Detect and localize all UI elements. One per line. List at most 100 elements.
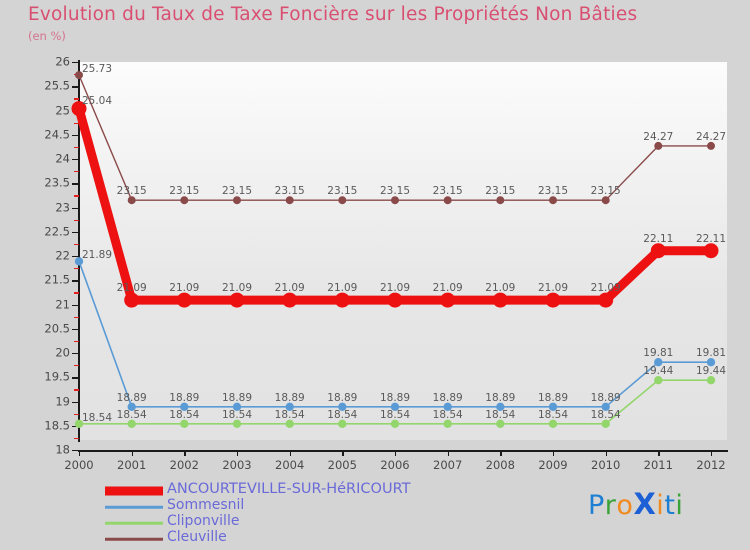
data-label: 18.89 bbox=[116, 391, 147, 404]
y-tick-label: 23.5 bbox=[44, 175, 70, 190]
data-label: 23.15 bbox=[537, 185, 569, 198]
x-tick-label: 2011 bbox=[643, 458, 673, 472]
data-label: 23.15 bbox=[485, 185, 516, 198]
y-minor-tick bbox=[74, 292, 79, 294]
data-label: 18.89 bbox=[327, 391, 358, 404]
data-label: 18.89 bbox=[221, 391, 253, 404]
y-tick-label: 26 bbox=[55, 54, 70, 69]
y-minor-tick bbox=[74, 437, 79, 440]
y-minor-tick bbox=[74, 243, 79, 246]
data-label: 18.89 bbox=[274, 391, 305, 404]
data-label: 18.89 bbox=[432, 391, 463, 404]
y-tick bbox=[72, 304, 79, 306]
x-tick-label: 2000 bbox=[64, 458, 94, 472]
y-tick bbox=[72, 183, 79, 185]
data-label: 21.09 bbox=[485, 282, 516, 295]
x-tick-label: 2009 bbox=[538, 458, 568, 472]
x-tick bbox=[342, 450, 344, 456]
logo-letter: P bbox=[588, 490, 605, 521]
page-title: Evolution du Taux de Taxe Foncière sur l… bbox=[28, 4, 638, 25]
data-label: 18.54 bbox=[81, 411, 113, 424]
logo-letter: X bbox=[633, 487, 657, 521]
y-tick bbox=[72, 328, 79, 331]
data-label: 22.11 bbox=[695, 232, 727, 245]
x-tick-label: 2001 bbox=[117, 458, 147, 472]
y-tick bbox=[72, 450, 79, 452]
y-tick bbox=[72, 62, 79, 64]
data-label: 18.54 bbox=[169, 408, 200, 421]
y-tick-label: 20.5 bbox=[44, 321, 70, 336]
logo-letter: i bbox=[675, 490, 684, 521]
unit-subtitle: (en %) bbox=[28, 29, 66, 43]
x-tick bbox=[658, 450, 660, 456]
x-tick bbox=[79, 450, 81, 456]
logo-letter: o bbox=[616, 490, 634, 521]
x-tick bbox=[605, 450, 608, 456]
x-tick bbox=[447, 450, 450, 456]
x-tick bbox=[711, 450, 713, 456]
y-tick bbox=[72, 159, 79, 161]
x-tick-label: 2003 bbox=[222, 458, 252, 472]
data-label: 23.15 bbox=[169, 185, 200, 198]
data-label: 18.89 bbox=[169, 391, 200, 404]
legend-swatch-icon bbox=[105, 537, 163, 541]
y-tick bbox=[72, 401, 79, 403]
y-minor-tick bbox=[74, 122, 79, 124]
data-label: 18.89 bbox=[590, 391, 621, 404]
y-tick-label: 20 bbox=[55, 345, 70, 360]
y-minor-tick bbox=[74, 413, 79, 415]
x-tick bbox=[237, 450, 239, 456]
y-tick bbox=[72, 231, 79, 234]
legend-swatch-icon bbox=[105, 521, 163, 525]
data-label: 21.09 bbox=[274, 282, 305, 295]
y-minor-tick bbox=[74, 268, 79, 270]
data-label: 24.27 bbox=[643, 130, 674, 143]
data-label: 19.81 bbox=[695, 347, 727, 360]
data-label: 23.15 bbox=[274, 185, 305, 198]
y-tick bbox=[72, 207, 79, 209]
data-label: 19.44 bbox=[695, 365, 727, 378]
data-label: 19.44 bbox=[643, 365, 674, 378]
data-label: 21.89 bbox=[81, 249, 113, 262]
data-label: 18.54 bbox=[590, 408, 621, 421]
data-label: 23.15 bbox=[379, 185, 411, 198]
plot-area bbox=[79, 62, 727, 440]
data-label: 24.27 bbox=[695, 130, 727, 143]
data-label: 21.09 bbox=[169, 282, 200, 295]
data-label: 23.15 bbox=[590, 185, 621, 198]
y-tick-label: 21.5 bbox=[44, 272, 70, 287]
y-tick-label: 18.5 bbox=[44, 418, 70, 433]
y-tick bbox=[72, 110, 79, 112]
y-tick bbox=[72, 134, 79, 137]
y-minor-tick bbox=[74, 316, 79, 318]
x-tick bbox=[395, 450, 397, 456]
x-tick-label: 2008 bbox=[485, 458, 515, 472]
data-label: 23.15 bbox=[327, 185, 358, 198]
data-label: 21.09 bbox=[432, 282, 463, 295]
data-label: 23.15 bbox=[432, 185, 463, 198]
y-tick-label: 23 bbox=[55, 200, 70, 214]
y-minor-tick bbox=[74, 219, 79, 221]
data-label: 18.89 bbox=[485, 391, 516, 404]
y-tick bbox=[72, 425, 79, 428]
y-tick-label: 22 bbox=[55, 248, 70, 263]
legend-label: Cleuville bbox=[167, 529, 227, 545]
data-label: 18.54 bbox=[116, 408, 147, 421]
y-tick bbox=[72, 86, 79, 88]
y-tick-label: 19 bbox=[55, 394, 70, 408]
logo-letter: i bbox=[656, 490, 665, 521]
data-label: 21.09 bbox=[116, 282, 147, 295]
data-label: 25.04 bbox=[81, 94, 113, 107]
y-tick-label: 18 bbox=[55, 442, 70, 457]
y-minor-tick bbox=[74, 195, 79, 197]
x-tick-label: 2012 bbox=[696, 458, 726, 472]
y-minor-tick bbox=[74, 171, 79, 173]
x-tick-label: 2010 bbox=[591, 458, 621, 472]
data-label: 21.09 bbox=[590, 282, 621, 295]
data-label: 19.81 bbox=[643, 347, 674, 360]
legend-swatch-icon bbox=[105, 505, 163, 509]
y-tick-label: 21 bbox=[55, 297, 70, 311]
data-label: 18.54 bbox=[221, 408, 253, 421]
data-label: 22.11 bbox=[643, 232, 674, 245]
y-tick bbox=[72, 353, 79, 355]
